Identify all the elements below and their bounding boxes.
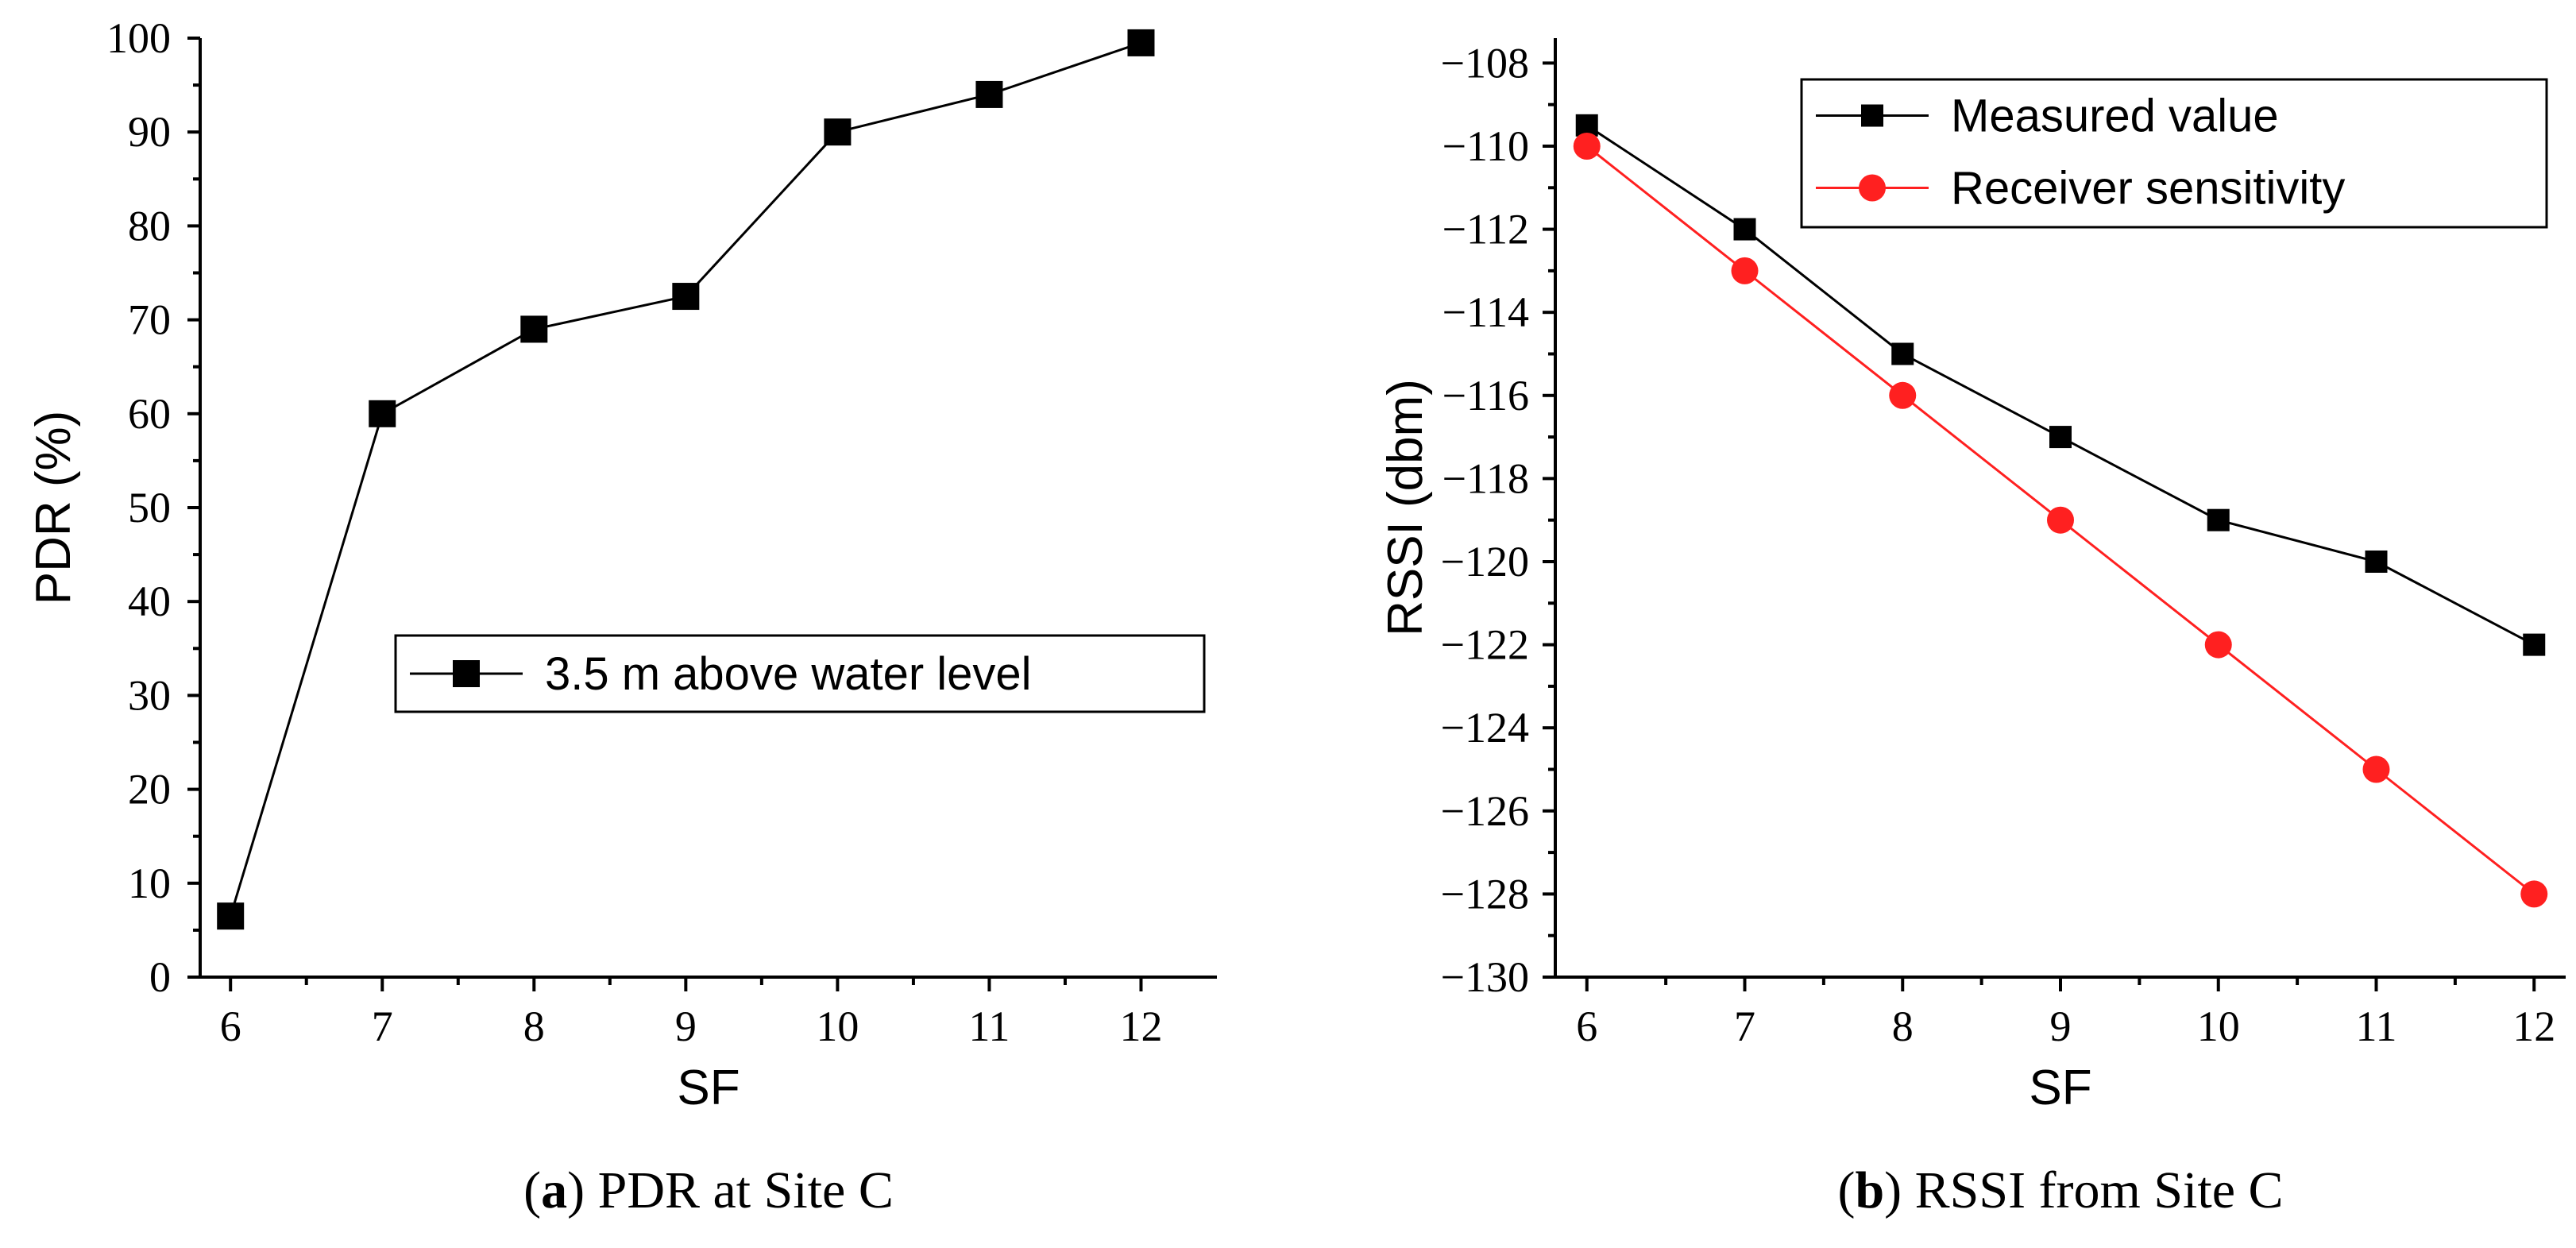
data-point [369, 400, 396, 427]
x-tick-label: 6 [1576, 1003, 1597, 1050]
y-tick-label: −122 [1441, 621, 1529, 669]
x-tick-label: 9 [675, 1003, 697, 1050]
y-tick-label: 90 [128, 108, 171, 156]
legend-marker [1859, 174, 1886, 202]
y-axis-label: RSSI (dbm) [1378, 379, 1433, 636]
x-axis-label: SF [677, 1061, 740, 1115]
legend: Measured value Receiver sensitivity [1800, 78, 2548, 229]
data-point [1891, 342, 1914, 365]
data-point [672, 283, 700, 311]
data-point [2047, 506, 2074, 534]
x-tick-label: 12 [2512, 1003, 2555, 1050]
x-tick-label: 10 [816, 1003, 859, 1050]
data-point [217, 902, 245, 930]
y-tick-label: 20 [128, 766, 171, 813]
data-point [1889, 381, 1917, 409]
caption-letter: b [1855, 1161, 1884, 1219]
y-axis-label: PDR (%) [26, 411, 81, 605]
x-tick-label: 8 [1892, 1003, 1914, 1050]
data-point [2204, 631, 2232, 659]
data-point [1731, 257, 1759, 284]
y-tick-label: −108 [1441, 39, 1529, 87]
y-tick-label: 40 [128, 578, 171, 625]
legend-label: Measured value [1951, 91, 2279, 142]
caption-text: PDR at Site C [598, 1161, 894, 1219]
chart-pdr: 0 10 20 30 40 50 60 70 80 90 100 6 7 8 9 10 11 12 SF PDR (%… [26, 14, 1217, 1219]
data-point [2520, 880, 2548, 908]
y-tick-label: −116 [1442, 372, 1529, 419]
y-tick-label: −118 [1442, 454, 1529, 502]
y-tick-label: 50 [128, 484, 171, 531]
x-tick-label: 6 [220, 1003, 241, 1050]
y-tick-label: 0 [149, 953, 171, 1001]
y-tick-label: −124 [1441, 704, 1529, 752]
data-point [975, 80, 1003, 108]
data-point [2362, 755, 2390, 783]
y-tick-label: −120 [1441, 538, 1529, 585]
y-tick-label: 60 [128, 390, 171, 438]
caption-text: RSSI from Site C [1915, 1161, 2284, 1219]
y-tick-label: 70 [128, 296, 171, 344]
y-tick-label: −128 [1441, 870, 1529, 918]
y-tick-label: 10 [128, 860, 171, 907]
data-point [1573, 132, 1601, 160]
x-tick-label: 8 [523, 1003, 545, 1050]
x-tick-label: 7 [372, 1003, 393, 1050]
caption-letter: a [541, 1161, 567, 1219]
x-tick-label: 11 [968, 1003, 1010, 1050]
legend-label: Receiver sensitivity [1951, 163, 2345, 214]
x-tick-label: 12 [1119, 1003, 1162, 1050]
y-tick-label: −110 [1442, 122, 1529, 170]
legend: 3.5 m above water level [394, 634, 1206, 713]
data-point [2049, 426, 2072, 449]
y-tick-label: −130 [1441, 953, 1529, 1001]
legend-marker [453, 660, 480, 687]
legend-label: 3.5 m above water level [545, 648, 1032, 700]
chart-caption: (b) RSSI from Site C [1837, 1161, 2283, 1219]
data-point [2365, 550, 2388, 573]
legend-marker [1861, 104, 1883, 127]
data-point [1733, 218, 1756, 241]
y-tick-label: −112 [1442, 206, 1529, 253]
data-point [2207, 508, 2230, 531]
x-tick-label: 7 [1734, 1003, 1755, 1050]
x-tick-label: 10 [2197, 1003, 2240, 1050]
y-tick-label: 30 [128, 671, 171, 719]
series-line [229, 41, 1141, 917]
y-tick-label: −114 [1442, 288, 1529, 336]
y-tick-label: −126 [1441, 787, 1529, 835]
data-point [1127, 29, 1155, 56]
data-point [2523, 633, 2546, 656]
y-tick-label: 80 [128, 202, 171, 249]
data-point [520, 315, 548, 343]
x-tick-label: 9 [2050, 1003, 2072, 1050]
x-tick-label: 11 [2356, 1003, 2397, 1050]
chart-rssi: −130 −128 −126 −124 −122 −120 −118 −116 −114 −112… [1378, 38, 2566, 1219]
legend-box [1800, 78, 2548, 229]
y-tick-label: 100 [106, 14, 171, 62]
legend-box [394, 634, 1206, 713]
chart-caption: (a) PDR at Site C [523, 1161, 894, 1219]
x-axis-label: SF [2029, 1061, 2091, 1115]
data-point [824, 118, 852, 146]
